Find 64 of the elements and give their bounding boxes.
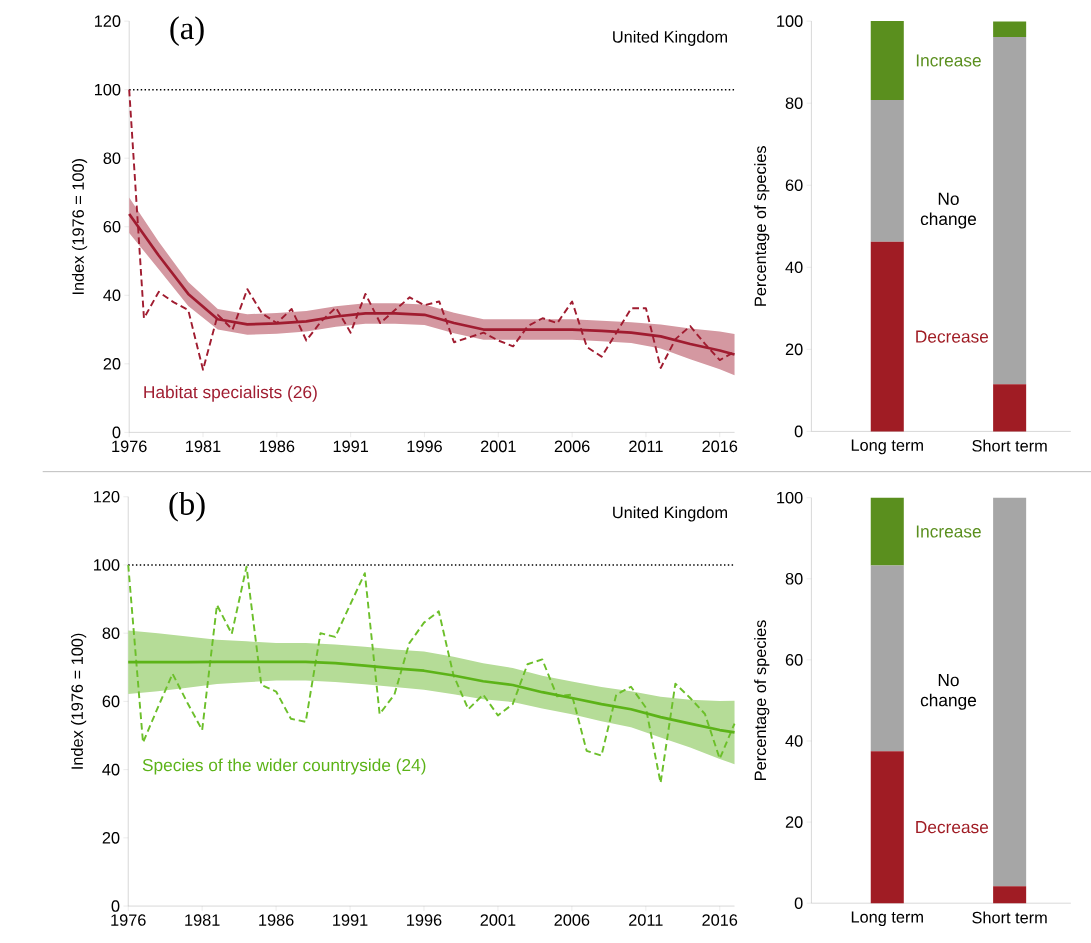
y-tick-label: 80	[103, 152, 121, 165]
y-tick-label: 60	[785, 654, 803, 666]
x-tick-label: Long term	[851, 911, 923, 927]
y-tick-label: 80	[785, 573, 803, 585]
x-tick-label: 1986	[259, 914, 294, 927]
x-tick-label: 1976	[111, 914, 146, 927]
x-tick-label: 1986	[259, 440, 295, 453]
y-tick-label: 120	[94, 491, 120, 503]
y-tick-label: 80	[785, 97, 803, 110]
y-tick-label: 0	[794, 425, 803, 438]
x-tick-label: 2006	[554, 440, 590, 453]
text: Habitat specialists (26)	[144, 385, 317, 402]
series-label: Decrease	[916, 821, 989, 834]
x-tick-label: 1981	[186, 440, 221, 453]
y-tick-label: 120	[95, 15, 121, 28]
y-tick-label: 40	[103, 289, 121, 302]
y-axis-title: Index (1976 = 100)	[71, 159, 88, 295]
series-label: Decrease	[916, 330, 989, 343]
y-tick-label: 40	[102, 764, 120, 776]
y-tick-label: 100	[777, 492, 803, 504]
x-tick-label: 2001	[480, 440, 516, 453]
x-tick-label: 1991	[333, 440, 369, 453]
y-tick-label: 100	[777, 15, 803, 28]
series-label: Increase	[916, 525, 981, 538]
x-tick-label: 1981	[185, 914, 220, 927]
x-tick-label: 2011	[629, 440, 663, 453]
y-axis-title: Percentage of species	[754, 146, 770, 306]
y-tick-label: 20	[785, 816, 803, 829]
x-tick-label: Short term	[972, 911, 1047, 924]
x-tick-label: 2011	[629, 914, 663, 927]
y-tick-label: 100	[94, 559, 120, 571]
x-tick-label: 1996	[407, 440, 442, 453]
x-tick-label: 2016	[702, 440, 738, 453]
y-axis-title: Index (1976 = 100)	[70, 633, 87, 769]
annotation: United Kingdom	[613, 506, 727, 522]
y-tick-label: 40	[785, 735, 803, 747]
y-axis-title: Percentage of species	[754, 620, 770, 781]
x-tick-label: 1976	[112, 440, 147, 453]
y-tick-label: 20	[785, 343, 803, 356]
x-tick-label: Long term	[851, 439, 923, 455]
series-label: Increase	[916, 54, 981, 67]
y-tick-label: 40	[785, 261, 803, 274]
y-tick-label: 100	[95, 84, 121, 96]
y-tick-label: 20	[102, 832, 120, 844]
y-tick-label: 20	[103, 358, 121, 370]
chart-title: (b)	[169, 492, 205, 522]
x-tick-label: Short term	[972, 439, 1047, 452]
chart-title: (a)	[170, 16, 204, 47]
y-tick-label: 0	[111, 900, 120, 913]
y-tick-label: 0	[112, 426, 121, 439]
series-label: No change	[920, 193, 977, 229]
x-tick-label: 1996	[407, 914, 442, 927]
x-tick-label: 1991	[333, 914, 368, 927]
y-tick-label: 60	[103, 221, 121, 233]
text: Species of the wider countryside (24)	[142, 758, 426, 775]
y-tick-label: 60	[785, 179, 803, 192]
annotation: United Kingdom	[613, 30, 727, 47]
y-tick-label: 0	[794, 897, 803, 910]
series-label: No change	[920, 674, 977, 710]
x-tick-label: 2001	[480, 914, 516, 927]
x-tick-label: 2006	[554, 914, 590, 927]
y-tick-label: 80	[102, 627, 120, 640]
x-tick-label: 2016	[702, 914, 738, 927]
y-tick-label: 60	[102, 695, 120, 708]
